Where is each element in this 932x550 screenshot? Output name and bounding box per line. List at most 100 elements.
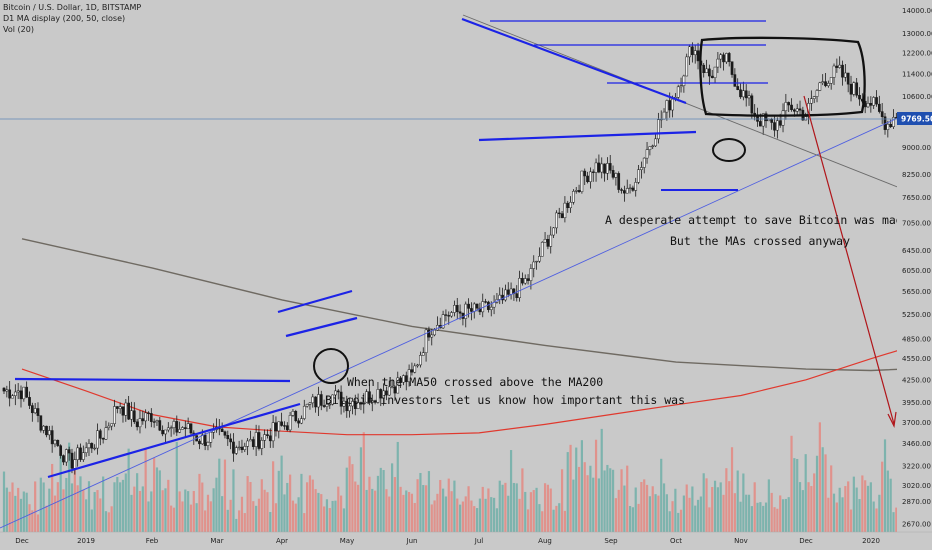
support-line-q1[interactable]	[47, 402, 301, 479]
candle	[379, 388, 383, 407]
volume-bar	[243, 513, 246, 532]
volume-bar	[679, 509, 683, 532]
candle	[552, 226, 555, 239]
candle-body-up	[719, 54, 723, 60]
candle-body-down	[730, 61, 734, 75]
volume-bar	[11, 482, 14, 532]
candle-body-up	[124, 402, 128, 416]
symbol-legend[interactable]: Bitcoin / U.S. Dollar, 1D, BITSTAMP	[3, 3, 142, 12]
candle	[16, 383, 20, 400]
candle-body-down	[750, 95, 754, 114]
candle-body-down	[557, 212, 561, 214]
volume-bar	[70, 483, 74, 532]
volume-bar	[742, 473, 745, 532]
candle-body-down	[458, 311, 462, 314]
candle-body-down	[586, 175, 589, 183]
volume-bar	[158, 470, 161, 532]
volume-bar	[711, 486, 714, 532]
volume-bar	[597, 478, 600, 532]
candle-body-up	[33, 408, 37, 414]
volume-legend[interactable]: Vol (20)	[3, 25, 34, 34]
candle	[421, 347, 425, 356]
candle-body-down	[744, 90, 748, 99]
candle	[676, 84, 680, 102]
volume-bar	[753, 482, 756, 532]
volume-bar	[407, 492, 411, 532]
long-uptrend-line[interactable]	[0, 116, 901, 529]
ma-legend[interactable]: D1 MA display (200, 50, close)	[3, 14, 126, 23]
candle-body-down	[79, 447, 82, 460]
candle	[685, 53, 689, 77]
triangle-bottom-line[interactable]	[478, 130, 697, 142]
candle	[308, 401, 312, 410]
candle-body-up	[651, 145, 655, 147]
volume-bar	[170, 505, 173, 532]
candle	[288, 411, 292, 433]
volume-bar	[478, 498, 482, 532]
candle	[710, 70, 714, 79]
time-tick-label: Mar	[210, 537, 223, 545]
price-tick-label: 11400.00	[902, 71, 932, 79]
channel-bottom-line[interactable]	[285, 316, 358, 338]
triangle-top-line[interactable]	[461, 17, 687, 105]
candle-body-down	[668, 100, 672, 111]
volume-bar	[473, 506, 476, 532]
candle-body-up	[351, 401, 354, 407]
volume-bar	[390, 463, 394, 532]
volume-bar	[716, 487, 719, 532]
candle-body-up	[365, 391, 368, 403]
candle	[87, 439, 91, 457]
volume-bar	[594, 439, 598, 532]
candle-body-down	[691, 46, 694, 56]
volume-bar	[416, 479, 419, 532]
volume-bar	[535, 487, 538, 532]
candle	[504, 284, 507, 302]
candle	[815, 89, 819, 103]
candle-body-down	[546, 238, 550, 247]
candle-body-down	[39, 415, 43, 431]
channel-top-line[interactable]	[277, 289, 353, 314]
volume-bar	[354, 481, 357, 532]
candle-body-up	[246, 440, 249, 447]
candle-body-down	[393, 386, 397, 394]
resistance-line-q1[interactable]	[14, 377, 291, 383]
time-axis[interactable]	[0, 532, 932, 550]
volume-bar	[592, 477, 595, 532]
price-axis[interactable]	[897, 0, 932, 532]
candle	[260, 437, 264, 456]
candle-body-down	[189, 423, 193, 434]
volume-bar	[617, 489, 620, 532]
volume-bar	[19, 498, 23, 532]
projection-arrow[interactable]	[803, 95, 895, 425]
candle-body-up	[648, 146, 652, 150]
candle-body-down	[577, 190, 581, 192]
candle	[849, 75, 853, 102]
volume-bar	[402, 494, 405, 532]
candle-body-up	[781, 110, 785, 126]
cross-up-circle[interactable]	[313, 348, 349, 384]
candle-body-up	[237, 446, 241, 449]
candle	[149, 408, 153, 428]
candle-body-up	[665, 100, 669, 113]
cross-down-circle[interactable]	[712, 138, 746, 162]
current-price-value: 9769.50	[901, 115, 932, 124]
candle-body-down	[98, 430, 102, 439]
candle-body-down	[521, 278, 524, 284]
volume-bar	[470, 500, 473, 532]
candle	[79, 443, 82, 462]
candle	[594, 158, 598, 182]
candle-body-up	[263, 434, 266, 441]
volume-bar	[739, 501, 742, 532]
volume-bar	[569, 444, 572, 532]
candle	[390, 379, 394, 389]
price-tick-label: 12200.00	[902, 50, 932, 58]
volume-bar	[606, 464, 609, 532]
candle-body-up	[291, 411, 295, 416]
candle	[543, 231, 547, 243]
volume-bar	[2, 471, 6, 532]
target-box-drawing[interactable]	[699, 36, 866, 117]
candle-body-up	[254, 432, 258, 447]
